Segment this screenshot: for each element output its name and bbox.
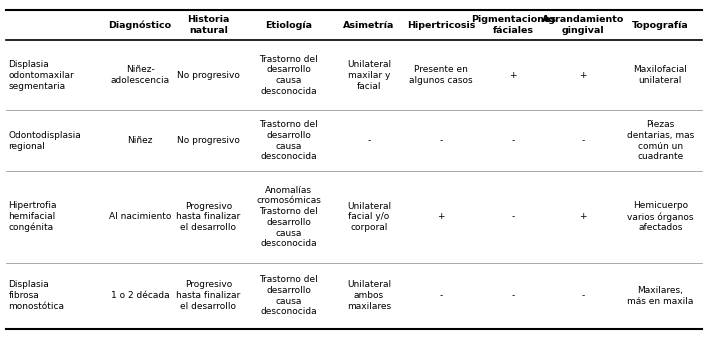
Text: Pigmentaciones
fáciales: Pigmentaciones fáciales (471, 16, 556, 35)
Text: -: - (367, 136, 370, 145)
Text: 1 o 2 década: 1 o 2 década (110, 291, 169, 300)
Text: No progresivo: No progresivo (177, 136, 240, 145)
Text: No progresivo: No progresivo (177, 71, 240, 80)
Text: Trastorno del
desarrollo
causa
desconocida: Trastorno del desarrollo causa desconoci… (259, 120, 318, 161)
Text: Historia
natural: Historia natural (187, 16, 229, 35)
Text: Trastorno del
desarrollo
causa
desconocida: Trastorno del desarrollo causa desconoci… (259, 55, 318, 96)
Text: +: + (438, 212, 445, 221)
Text: Hipertrofia
hemifacial
congénita: Hipertrofia hemifacial congénita (8, 201, 57, 233)
Text: Asimetría: Asimetría (343, 21, 394, 30)
Text: Displasia
odontomaxilar
segmentaria: Displasia odontomaxilar segmentaria (8, 60, 74, 91)
Text: Al nacimiento: Al nacimiento (109, 212, 171, 221)
Text: -: - (512, 136, 515, 145)
Text: +: + (579, 212, 586, 221)
Text: Trastorno del
desarrollo
causa
desconocida: Trastorno del desarrollo causa desconoci… (259, 275, 318, 316)
Text: -: - (512, 291, 515, 300)
Text: Unilateral
facial y/o
corporal: Unilateral facial y/o corporal (347, 202, 391, 232)
Text: Piezas
dentarias, mas
común un
cuadrante: Piezas dentarias, mas común un cuadrante (627, 120, 694, 161)
Text: Displasia
fibrosa
monostótica: Displasia fibrosa monostótica (8, 280, 64, 311)
Text: -: - (581, 291, 584, 300)
Text: Hipertricosis: Hipertricosis (407, 21, 475, 30)
Text: Topografía: Topografía (632, 21, 689, 30)
Text: Unilateral
maxilar y
facial: Unilateral maxilar y facial (347, 60, 391, 91)
Text: Maxilofacial
unilateral: Maxilofacial unilateral (633, 65, 687, 85)
Text: Maxilares,
más en maxila: Maxilares, más en maxila (627, 286, 693, 305)
Text: -: - (512, 212, 515, 221)
Text: Unilateral
ambos
maxilares: Unilateral ambos maxilares (347, 280, 391, 311)
Text: +: + (579, 71, 586, 80)
Text: Niñez-
adolescencia: Niñez- adolescencia (110, 65, 170, 85)
Text: -: - (440, 136, 442, 145)
Text: Progresivo
hasta finalizar
el desarrollo: Progresivo hasta finalizar el desarrollo (176, 202, 241, 232)
Text: Etiología: Etiología (265, 21, 312, 30)
Text: Odontodisplasia
regional: Odontodisplasia regional (8, 131, 81, 151)
Text: +: + (510, 71, 517, 80)
Text: Presente en
algunos casos: Presente en algunos casos (409, 65, 473, 85)
Text: Progresivo
hasta finalizar
el desarrollo: Progresivo hasta finalizar el desarrollo (176, 280, 241, 311)
Text: -: - (440, 291, 442, 300)
Text: Agrandamiento
gingival: Agrandamiento gingival (542, 16, 624, 35)
Text: Hemicuerpo
varios órganos
afectados: Hemicuerpo varios órganos afectados (627, 201, 693, 233)
Text: Diagnóstico: Diagnóstico (108, 21, 171, 30)
Text: Niñez: Niñez (127, 136, 153, 145)
Text: -: - (581, 136, 584, 145)
Text: Anomalías
cromosómicas
Trastorno del
desarrollo
causa
desconocida: Anomalías cromosómicas Trastorno del des… (256, 185, 321, 248)
